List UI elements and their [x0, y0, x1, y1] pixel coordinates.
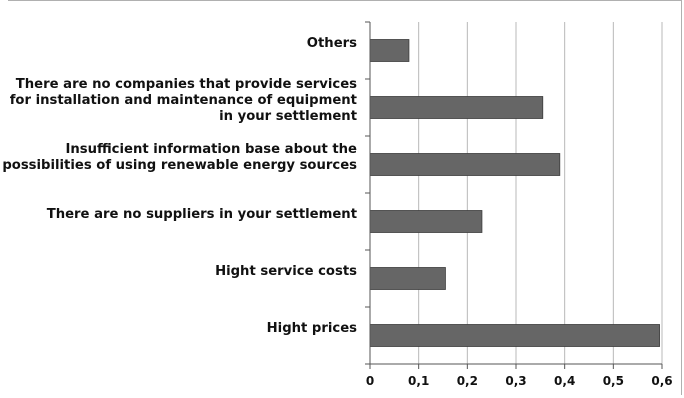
- x-tick-labels: 0 0,1 0,2 0,3 0,4 0,5 0,6: [366, 374, 673, 388]
- x-tick-label: 0,6: [651, 374, 672, 388]
- bar: [369, 267, 446, 290]
- x-tick-label: 0,2: [457, 374, 478, 388]
- bars: [369, 39, 660, 347]
- x-tick-label: 0,4: [554, 374, 575, 388]
- bar: [369, 210, 483, 233]
- x-tick-label: 0,5: [603, 374, 624, 388]
- bar: [369, 153, 561, 176]
- category-label: Others: [307, 36, 357, 51]
- bar: [369, 96, 544, 119]
- x-tick-label: 0,3: [505, 374, 526, 388]
- x-tick-label: 0,1: [408, 374, 429, 388]
- category-label: There are no suppliers in your settlemen…: [47, 207, 357, 222]
- bar: [369, 324, 660, 347]
- grid-lines: [418, 22, 663, 364]
- category-labels: Hight prices Hight service costs There are…: [2, 36, 357, 336]
- chart-frame: [8, 0, 682, 395]
- category-label: Hight service costs: [215, 264, 357, 279]
- axes: [365, 21, 663, 369]
- category-label: Insufficient information base about the p…: [2, 142, 357, 173]
- x-tick-label: 0: [366, 374, 374, 388]
- bar: [369, 39, 410, 62]
- category-label: Hight prices: [267, 321, 358, 336]
- category-label: There are no companies that provide serv…: [10, 77, 357, 124]
